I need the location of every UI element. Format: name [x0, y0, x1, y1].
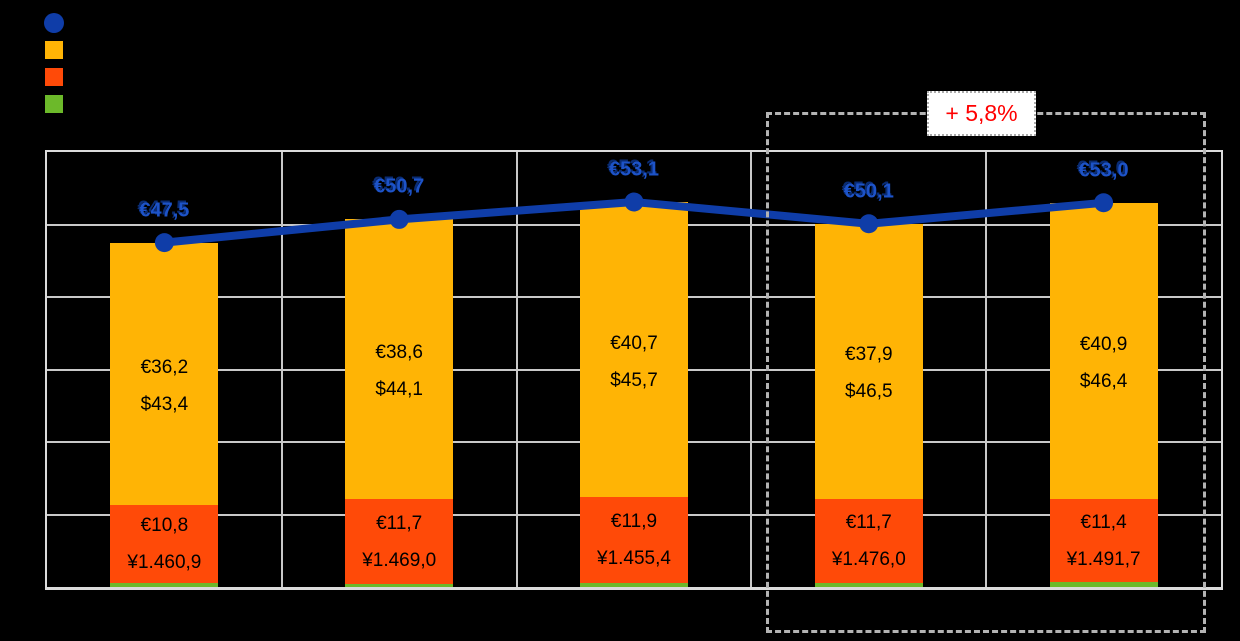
plot-area: €10,8 ¥1.460,9 €36,2 $43,4 €11,7 ¥1.469,0 €38,… — [45, 150, 1223, 590]
bar-5-red-segment: €11,4 ¥1.491,7 — [1049, 499, 1158, 582]
bar-5-green-segment — [1049, 581, 1158, 587]
line-marker-1 — [154, 233, 174, 253]
bar-4-red-segment: €11,7 ¥1.476,0 — [814, 498, 923, 584]
line-label-1: €47,5 — [139, 199, 190, 222]
growth-badge-label: + 5,8% — [945, 100, 1018, 126]
line-marker-5 — [1094, 193, 1114, 213]
line-marker-4 — [859, 214, 879, 234]
bar-2-amber-segment-label-2: $44,1 — [375, 379, 423, 401]
bar-2-red-segment-label-1: €11,7 — [376, 512, 423, 534]
bar-2-red-segment: €11,7 ¥1.469,0 — [345, 499, 454, 585]
bar-2-red-segment-label-2: ¥1.469,0 — [362, 549, 437, 571]
legend-marker-amber-segment-icon — [45, 41, 63, 59]
bar-3-amber-segment-label-1: €40,7 — [610, 332, 658, 354]
legend-marker-green-segment-icon — [45, 95, 63, 113]
line-label-5: €53,0 — [1078, 159, 1129, 182]
bar-3-amber-segment: €40,7 $45,7 — [580, 202, 688, 498]
line-label-4: €50,1 — [843, 180, 894, 203]
growth-badge: + 5,8% — [927, 91, 1036, 136]
line-marker-2 — [389, 209, 409, 229]
gridline-vertical — [750, 152, 753, 587]
line-marker-3 — [624, 192, 644, 212]
bar-2-amber-segment: €38,6 $44,1 — [345, 219, 454, 500]
bar-4-amber-segment-label-1: €37,9 — [845, 344, 893, 366]
gridline-vertical — [985, 152, 988, 587]
legend-marker-line-icon — [44, 13, 64, 33]
bar-4-amber-segment-label-2: $46,5 — [845, 381, 893, 403]
bar-5-amber-segment: €40,9 $46,4 — [1049, 202, 1158, 500]
bar-4-red-segment-label-2: ¥1.476,0 — [831, 548, 906, 570]
bar-3-amber-segment-label-2: $45,7 — [610, 369, 658, 391]
bar-1-amber-segment: €36,2 $43,4 — [110, 242, 219, 506]
bar-2-green-segment — [345, 584, 454, 587]
bar-3-red-segment-label-1: €11,9 — [610, 511, 658, 533]
bar-4-green-segment — [814, 583, 923, 587]
bar-3-green-segment — [580, 583, 688, 587]
bar-3-red-segment-label-2: ¥1.455,4 — [597, 548, 671, 570]
bar-3-red-segment: €11,9 ¥1.455,4 — [580, 497, 688, 584]
bar-4-amber-segment: €37,9 $46,5 — [814, 223, 923, 499]
bar-1-red-segment-label-1: €10,8 — [140, 515, 189, 537]
total-line-plot — [154, 192, 1114, 253]
gridline-vertical — [280, 152, 283, 587]
bar-5-amber-segment-label-1: €40,9 — [1079, 334, 1128, 356]
bar-1-green-segment — [110, 583, 219, 587]
bar-5-amber-segment-label-2: $46,4 — [1079, 371, 1128, 393]
line-label-2: €50,7 — [374, 175, 425, 198]
bar-1-red-segment-label-2: ¥1.460,9 — [127, 552, 202, 574]
line-label-3: €53,1 — [608, 158, 660, 181]
bar-4-red-segment-label-1: €11,7 — [845, 511, 892, 533]
bar-1-red-segment: €10,8 ¥1.460,9 — [110, 505, 219, 584]
bar-2-amber-segment-label-1: €38,6 — [375, 342, 423, 364]
gridline-vertical — [515, 152, 518, 587]
bar-5-red-segment-label-1: €11,4 — [1080, 511, 1127, 533]
bar-1-amber-segment-label-2: $43,4 — [140, 393, 189, 415]
legend-marker-red-segment-icon — [45, 68, 63, 86]
chart-legend — [44, 13, 64, 122]
bar-5-red-segment-label-2: ¥1.491,7 — [1066, 548, 1141, 570]
bar-1-amber-segment-label-1: €36,2 — [140, 356, 189, 378]
